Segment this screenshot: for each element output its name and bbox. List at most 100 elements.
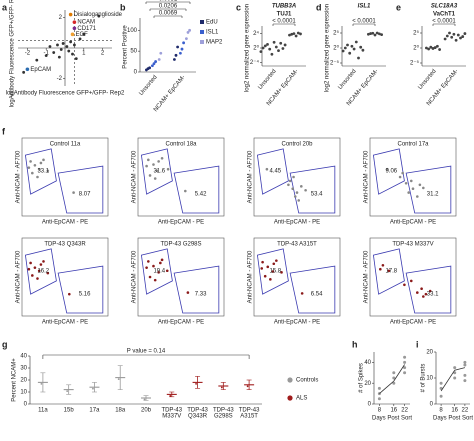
data-point [152,62,156,66]
event-point [269,278,272,281]
event-point [152,163,155,166]
event-point [72,191,75,194]
event-point [422,295,425,298]
data-point [288,33,291,37]
data-point [148,66,152,70]
labeled-point [68,12,73,17]
data-point [290,32,294,36]
x-tick-label: 18a [115,408,126,414]
data-point [268,47,272,51]
replicate-dot [66,390,69,392]
data-point [427,47,430,51]
data-point [266,43,269,46]
y-tick-label: 0 [368,402,372,408]
y-axis-label: log2 normalized gene expression [325,4,331,92]
gate [289,165,336,214]
event-point [409,179,413,183]
data-point [263,44,267,48]
data-point [56,43,59,47]
data-point [367,32,370,36]
x-tick-label: 2 [101,51,105,57]
x-tick-label: 11a [38,408,48,414]
data-point [65,45,69,48]
y-tick-label: 20 [20,378,27,384]
data-point [151,64,154,68]
data-point [346,43,349,47]
y-tick-label: 2⁻⁵ [330,60,340,67]
x-tick-label: 16 [390,408,397,414]
plot-frame [369,137,457,217]
y-tick-label: 100 [127,28,138,34]
data-point [377,397,381,401]
gate-percent: 15.8 [269,268,281,274]
event-point [39,161,43,165]
y-tick-label: 2⁻⁴ [250,59,260,66]
event-point [37,167,41,171]
y-tick-label: 2⁰ [413,45,419,52]
event-point [293,195,297,198]
event-point [29,160,32,163]
point-label: Disialoganglioside [74,12,123,18]
plot-title: TDP-43 G298S [160,242,201,248]
data-point [403,366,407,370]
plot-title: TDP-43 Q343R [44,242,86,248]
legend-swatch [200,30,204,34]
plot-title: Control 11a [50,142,81,148]
plot-title: TDP-43 M337V [392,242,433,248]
p-annotation: P value = 0.14 [127,349,166,355]
data-point [454,38,458,42]
event-point [184,189,187,193]
x-axis-label: Anti-EpCAM - PE [158,220,204,226]
gate-percent: 16.2 [37,268,49,274]
data-point [67,49,71,53]
y-axis-label: Anti-NCAM - AF700 [364,150,370,203]
x-tick-label: Unsorted [138,74,158,97]
data-point [431,47,435,50]
event-point [407,191,411,194]
panel-letter: a [2,2,8,12]
y-tick-label: 2 [59,15,63,21]
data-point [176,45,180,49]
replicate-dot [117,378,120,380]
y-axis-label: Percent NCAM+ [12,358,18,402]
x-axis-label: Anti-EpCAM - PE [42,320,88,326]
x-tick-label: Unsorted [257,68,277,91]
p-value: < 0.0001 [352,19,376,25]
y-axis-label: Anti-NCAM - AF700 [248,250,254,303]
event-point [153,177,157,180]
data-point [35,58,39,62]
x-tick-label: A315T [240,414,258,420]
x-tick-label: Unsorted [417,68,437,91]
event-point [42,158,45,162]
x-tick-label: TDP-43 [187,408,208,414]
event-point [266,265,270,269]
data-point [341,49,345,53]
event-point [147,260,150,263]
data-point [459,36,462,40]
gate-percent: 9.06 [385,168,397,174]
event-point [287,183,290,187]
y-tick-label: 2⁻⁵ [410,60,420,67]
data-point [185,37,188,41]
y-tick-label: 10 [20,390,27,396]
data-point [463,363,467,367]
data-point [274,45,278,49]
data-point [456,33,460,37]
gate [289,265,336,314]
event-point [27,267,31,271]
event-point [420,287,423,291]
data-point [180,47,184,51]
gate [24,248,57,295]
panel-letter: e [396,2,401,12]
plot-title: Control 18a [165,142,197,148]
gate-percent: 5.42 [195,192,207,198]
y-tick-label: 40 [364,360,371,366]
event-point [160,156,164,160]
event-point [42,260,45,263]
event-point [416,291,419,294]
data-point [186,31,190,34]
x-tick-label: 1 [82,51,86,57]
data-point [439,394,443,398]
data-point [296,31,300,35]
